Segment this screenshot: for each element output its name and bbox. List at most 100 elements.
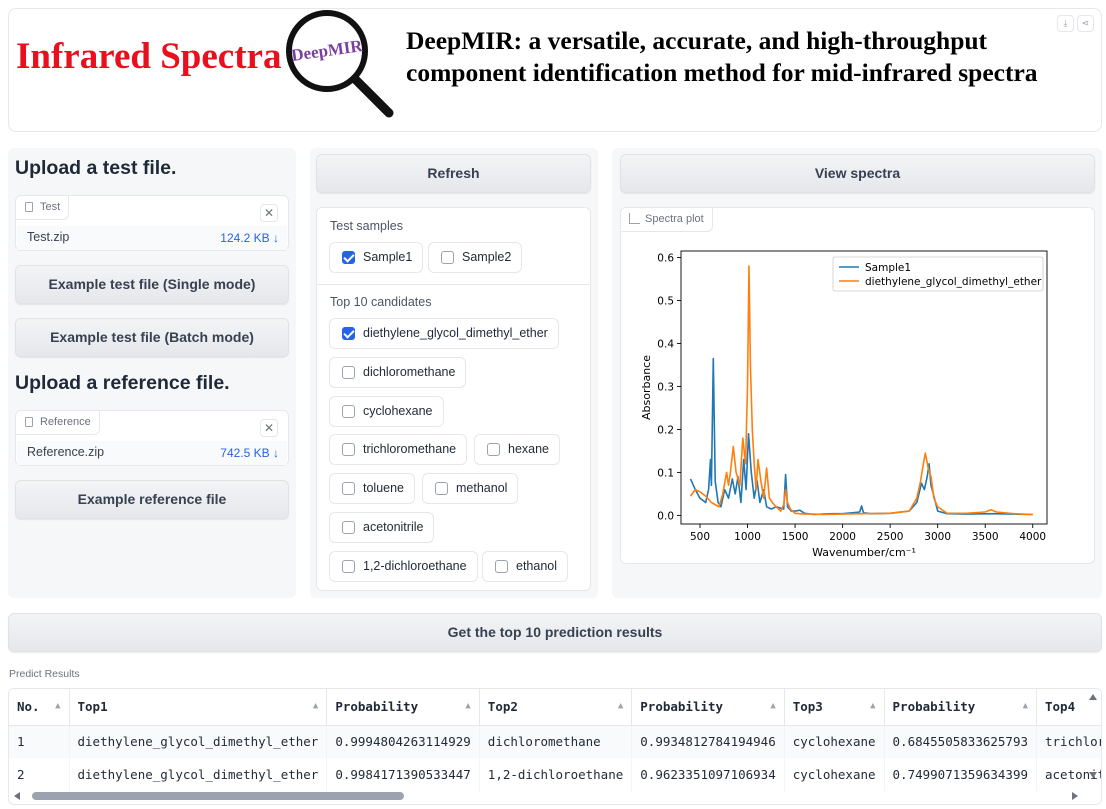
candidate-checkbox-6[interactable]: toluene: [329, 473, 416, 504]
candidate-checkbox-3[interactable]: cyclohexane: [329, 396, 444, 427]
results-table[interactable]: No. ▲ Top1 ▲ Probability ▲ Top2 ▲ Probability ▲ To…: [8, 688, 1102, 805]
y-tick-label: 0.3: [657, 381, 674, 393]
view-spectra-button[interactable]: View spectra: [620, 154, 1095, 193]
test-file-row: Test.zip 124.2 KB ↓: [17, 226, 287, 250]
candidates-label: Top 10 candidates: [330, 295, 432, 309]
plot-frame: [680, 250, 1048, 525]
candidate-checkbox-8[interactable]: acetonitrile: [329, 512, 435, 543]
x-tick-label: 2500: [877, 531, 904, 543]
y-tick-label: 0.2: [657, 424, 674, 436]
sample-checkbox-2[interactable]: Sample2: [428, 242, 523, 273]
series-line-1: [689, 357, 1033, 516]
header-banner: Infrared Spectra DeepMIR DeepMIR: a vers…: [8, 8, 1102, 132]
share-icon[interactable]: ⋖: [1077, 15, 1094, 32]
candidate-checkbox-9[interactable]: 1,2-dichloroethane: [329, 551, 478, 582]
sort-icon[interactable]: ▲: [617, 701, 624, 711]
description-line-1: DeepMIR: a versatile, accurate, and high…: [406, 26, 988, 55]
table-row[interactable]: 1 diethylene_glycol_dimethyl_ether 0.99948…: [9, 725, 1101, 758]
table-header-row: No. ▲ Top1 ▲ Probability ▲ Top2 ▲ Probability ▲ To…: [9, 689, 1101, 726]
column-header[interactable]: Probability ▲: [326, 689, 480, 726]
checkbox-unchecked-icon[interactable]: [342, 521, 355, 534]
vertical-scrollbar[interactable]: [1086, 690, 1100, 782]
checkbox-unchecked-icon[interactable]: [342, 405, 355, 418]
reference-file-box[interactable]: Reference ✕ Reference.zip 742.5 KB ↓: [15, 410, 289, 466]
candidate-checkbox-5[interactable]: hexane: [474, 434, 561, 465]
table-cell: 1,2-dichloroethane: [479, 758, 633, 791]
test-file-download-link[interactable]: 124.2 KB ↓: [220, 231, 279, 245]
selection-box: Test samples Sample1 Sample2 Top 10 candi…: [316, 207, 591, 591]
checkbox-unchecked-icon[interactable]: [342, 560, 355, 573]
checkbox-label: Sample1: [363, 250, 413, 264]
checkbox-unchecked-icon[interactable]: [487, 443, 500, 456]
refresh-button[interactable]: Refresh: [316, 154, 591, 193]
checkbox-unchecked-icon[interactable]: [495, 560, 508, 573]
table-cell: dichloromethane: [479, 725, 633, 758]
y-axis-label: Absorbance: [640, 355, 653, 420]
sort-icon[interactable]: ▲: [55, 701, 61, 711]
sort-icon[interactable]: ▲: [312, 701, 319, 711]
x-tick-label: 4000: [1019, 531, 1046, 543]
legend-box: [832, 256, 1044, 292]
legend-entry: diethylene_glycol_dimethyl_ether: [865, 276, 1042, 288]
table-cell: diethylene_glycol_dimethyl_ether: [69, 758, 328, 791]
y-tick-label: 0.4: [657, 338, 674, 350]
horizontal-scrollbar[interactable]: [8, 789, 1088, 803]
checkbox-checked-icon[interactable]: [342, 327, 355, 340]
candidate-checkbox-2[interactable]: dichloromethane: [329, 357, 467, 388]
table-cell: 0.9994804263114929: [326, 725, 480, 758]
app-title: Infrared Spectra: [16, 36, 282, 77]
checkbox-checked-icon[interactable]: [342, 251, 355, 264]
table-cell: 2: [9, 758, 70, 791]
table-cell: cyclohexane: [784, 725, 885, 758]
sort-icon[interactable]: ▲: [1022, 701, 1028, 711]
download-icon[interactable]: ⤓: [1057, 15, 1074, 32]
checkbox-label: ethanol: [516, 559, 558, 573]
column-header[interactable]: Top4: [1036, 689, 1101, 726]
checkbox-unchecked-icon[interactable]: [342, 366, 355, 379]
table-cell: 0.9934812784194946: [631, 725, 785, 758]
sort-icon[interactable]: ▲: [465, 701, 471, 711]
candidate-checkbox-1[interactable]: diethylene_glycol_dimethyl_ether: [329, 318, 559, 349]
checkbox-label: trichloromethane: [363, 442, 457, 456]
column-header[interactable]: Top1 ▲: [69, 689, 328, 726]
x-tick-label: 500: [690, 531, 710, 543]
checkbox-unchecked-icon[interactable]: [342, 482, 355, 495]
app-description: DeepMIR: a versatile, accurate, and high…: [406, 25, 1038, 89]
table-cell: cyclohexane: [784, 758, 885, 791]
table-cell: diethylene_glycol_dimethyl_ether: [69, 725, 328, 758]
test-file-box[interactable]: Test ✕ Test.zip 124.2 KB ↓: [15, 195, 289, 251]
x-tick-label: 3500: [972, 531, 999, 543]
column-header[interactable]: No. ▲: [9, 689, 70, 726]
x-tick-label: 3000: [924, 531, 951, 543]
sample-checkbox-1[interactable]: Sample1: [329, 242, 424, 273]
column-header[interactable]: Top3 ▲: [784, 689, 885, 726]
column-header[interactable]: Top2 ▲: [479, 689, 633, 726]
reference-file-clear-button[interactable]: ✕: [260, 419, 278, 437]
description-line-2: component identification method for mid-…: [406, 58, 1038, 87]
sort-icon[interactable]: ▲: [870, 701, 876, 711]
candidate-checkbox-7[interactable]: methanol: [422, 473, 519, 504]
results-label: Predict Results: [9, 668, 80, 680]
table-cell: acetonit: [1036, 758, 1101, 791]
checkbox-label: acetonitrile: [363, 520, 424, 534]
table-row[interactable]: 2 diethylene_glycol_dimethyl_ether 0.99841…: [9, 758, 1101, 791]
example-reference-button[interactable]: Example reference file: [15, 480, 289, 519]
reference-file-download-link[interactable]: 742.5 KB ↓: [220, 446, 279, 460]
x-axis-label: Wavenumber/cm⁻¹: [812, 546, 916, 559]
checkbox-unchecked-icon[interactable]: [441, 251, 454, 264]
test-upload-heading: Upload a test file.: [15, 157, 177, 179]
test-file-clear-button[interactable]: ✕: [260, 204, 278, 222]
y-tick-label: 0.6: [657, 252, 674, 264]
get-results-button[interactable]: Get the top 10 prediction results: [8, 613, 1102, 652]
column-header[interactable]: Probability ▲: [884, 689, 1038, 726]
candidate-checkbox-4[interactable]: trichloromethane: [329, 434, 468, 465]
column-header[interactable]: Probability ▲: [631, 689, 785, 726]
test-file-tag: Test: [16, 196, 70, 220]
reference-upload-heading: Upload a reference file.: [15, 372, 230, 394]
candidate-checkbox-10[interactable]: ethanol: [482, 551, 569, 582]
example-batch-button[interactable]: Example test file (Batch mode): [15, 318, 289, 357]
checkbox-unchecked-icon[interactable]: [342, 443, 355, 456]
example-single-button[interactable]: Example test file (Single mode): [15, 265, 289, 304]
sort-icon[interactable]: ▲: [770, 701, 776, 711]
checkbox-unchecked-icon[interactable]: [435, 482, 448, 495]
